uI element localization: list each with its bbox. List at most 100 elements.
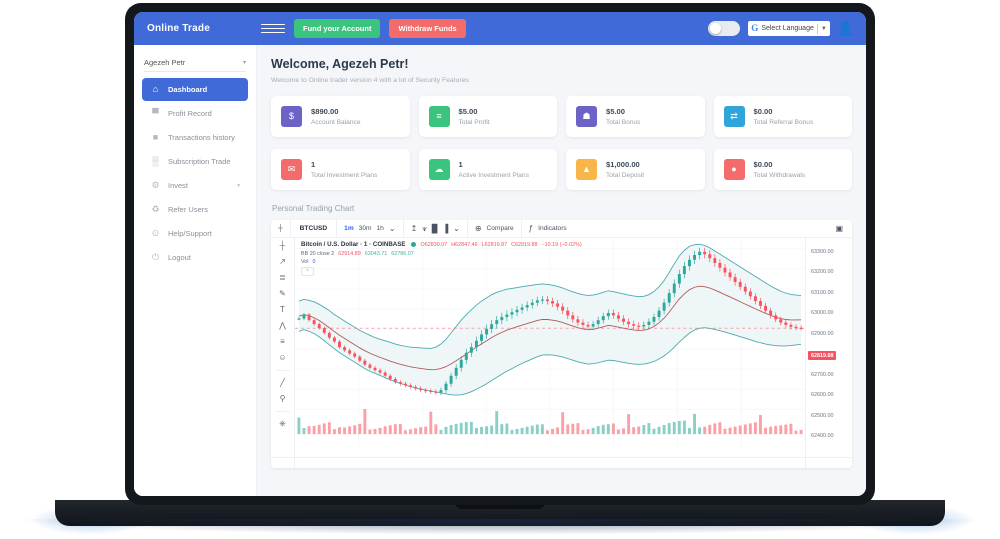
interval-1m[interactable]: 1m [344,225,354,232]
symbol-button[interactable]: BTCUSD [299,225,328,232]
stat-card-account-balance[interactable]: $ $890.00 Account Balance [271,96,410,137]
volume-bar [500,424,504,435]
forecast-icon[interactable]: ≡ [280,337,285,346]
volume-bar [627,414,631,435]
brush-icon[interactable]: ✎ [279,289,286,298]
stat-value: 1 [458,160,463,169]
chart-type-group: ↥ ⩛ █ ▐ ⌄ [404,220,467,238]
crosshair-tool-icon[interactable]: ┼ [278,225,283,232]
sidebar-item-help-support[interactable]: ⊙ Help/Support [142,222,248,245]
measure-icon[interactable]: ⋀ [279,321,286,330]
sidebar-item-logout[interactable]: ⏻ Logout [142,246,248,269]
emoji-icon[interactable]: ☺ [278,353,287,362]
series-line [298,327,802,396]
sidebar-user-select[interactable]: Agezeh Petr ▾ [144,54,246,72]
candle-body [485,328,489,335]
withdraw-funds-button[interactable]: Withdraw Funds [389,19,466,38]
sidebar-item-profit-record[interactable]: ▀ Profit Record [142,102,248,125]
volume-bar [688,427,691,435]
candle-body [312,320,316,325]
fund-account-button[interactable]: Fund your Account [294,19,381,38]
avatar[interactable]: 👤 [837,21,854,36]
camera-icon[interactable]: ▣ [835,224,843,233]
candle-body [601,316,605,321]
stat-card-total-deposit[interactable]: ▲ $1,000.00 Total Deposit [566,149,705,190]
price-axis[interactable]: 63300.00 63200.00 63100.00 63000.00 62900.00… [805,238,852,468]
candle-body [464,352,468,360]
stat-card-active-investment-plans[interactable]: ☁ 1 Active Investment Plans [418,149,557,190]
magnet-icon[interactable]: ⎈ [279,419,286,428]
brand-logo[interactable]: Online Trade [147,23,210,34]
candle-body [698,251,702,256]
horizontal-lines-icon[interactable]: ≣ [279,273,286,282]
candle-body [373,367,377,371]
interval-1h[interactable]: 1h [376,225,384,232]
volume-bar [718,422,722,435]
function-icon: ƒ [528,223,534,233]
theme-toggle[interactable] [708,21,741,36]
candle-body [652,316,656,322]
volume-bar [545,430,549,435]
chevron-down-icon[interactable]: ⌄ [453,223,460,233]
stat-card-total-withdrawals[interactable]: ● $0.00 Total Withdrawals [713,149,852,190]
candles-icon[interactable]: ↥ [410,223,418,233]
volume-bar [698,427,702,435]
sidebar-item-transactions-history[interactable]: ■ Transactions history [142,126,248,149]
series-line [298,285,802,371]
candle-body [794,326,798,328]
hamburger-icon[interactable] [261,21,285,36]
stat-card-total-bonus[interactable]: ☗ $5.00 Total Bonus [566,96,705,137]
stat-card-total-referral-bonus[interactable]: ⇄ $0.00 Total Referral Bonus [713,96,852,137]
volume-bar [515,428,519,435]
divider [402,220,404,238]
sidebar-item-dashboard[interactable]: ⌂ Dashboard [142,78,248,101]
trendline-icon[interactable]: ↗ [279,257,286,266]
stat-card-total-investment-plans[interactable]: ✉ 1 Total Investment Plans [271,149,410,190]
text-icon[interactable]: T [280,305,285,314]
candle-body [495,320,499,325]
page-title: Welcome, Agezeh Petr! [271,57,409,71]
hollow-candles-icon[interactable]: ▐ [442,223,449,233]
language-label: Select Language [761,25,814,32]
candle-body [368,364,372,368]
candle-body [576,319,580,323]
sidebar-item-invest[interactable]: ⚙ Invest ▾ [142,174,248,197]
compare-button[interactable]: ⊕ Compare [468,220,521,238]
chart-time-axis[interactable] [271,457,852,468]
candle-body [556,303,560,307]
stat-card-total-profit[interactable]: ≡ $5.00 Total Profit [418,96,557,137]
ruler-icon[interactable]: ╱ [280,378,285,387]
volume-bar [617,429,620,435]
chart-plot-area[interactable]: Bitcoin / U.S. Dollar · 1 · COINBASE O62… [295,238,805,468]
candle-body [596,320,600,325]
candle-body [515,309,519,313]
sidebar-nav: ⌂ Dashboard ▀ Profit Record ■ Transactions hi… [134,78,256,269]
chevron-down-icon: ▾ [237,182,240,189]
sidebar-item-refer-users[interactable]: ♻ Refer Users [142,198,248,221]
volume-bar [774,425,778,435]
language-select[interactable]: G Select Language ▼ [748,21,830,36]
volume-bar [353,425,357,435]
indicators-button[interactable]: ƒ Indicators [522,220,574,238]
stat-text: 1 Total Investment Plans [311,160,377,179]
volume-bar [378,427,382,435]
collapse-pane-button[interactable]: ⌃ [301,267,314,276]
sidebar-item-subscription-trade[interactable]: ▒ Subscription Trade [142,150,248,173]
bars-icon[interactable]: ⩛ [422,223,427,233]
stat-icon: ☗ [576,106,597,127]
chart-drawing-toolbar: ┼ ↗ ≣ ✎ T ⋀ ≡ ☺ ╱ ⚲ ⎈ [271,238,295,468]
candle-body [723,267,727,273]
candle-body [769,310,773,316]
interval-group: 1m 30m 1h ⌄ [337,220,402,238]
divider [816,23,818,34]
volume-bar [667,423,671,435]
stat-icon: ⇄ [723,106,745,127]
ohlc-values: O62830.07 H62847.46 L62819.87 C62819.88 … [421,242,582,248]
crosshair-icon[interactable]: ┼ [279,241,286,250]
interval-30m[interactable]: 30m [358,225,372,232]
chevron-down-icon[interactable]: ⌄ [388,223,396,233]
histogram-icon[interactable]: █ [431,223,438,233]
volume-bar [490,425,494,435]
zoom-icon[interactable]: ⚲ [279,394,286,403]
candle-body [622,318,625,322]
